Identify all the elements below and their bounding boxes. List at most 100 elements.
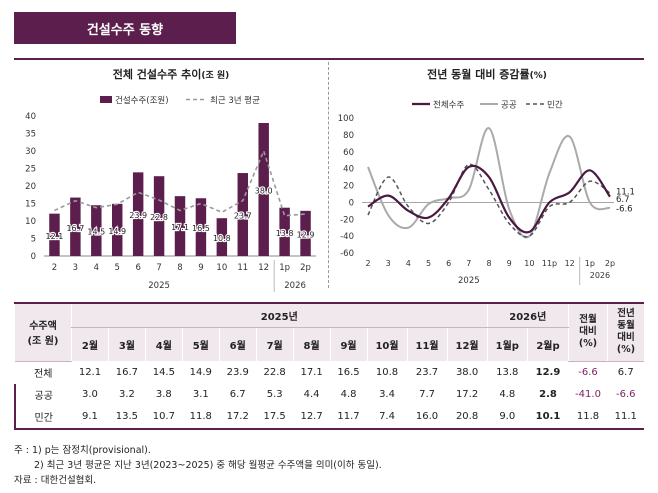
left-chart-title-unit: (조 원) xyxy=(201,71,230,81)
data-label: 14.5 xyxy=(87,228,105,237)
y-tick-label: 0 xyxy=(31,252,36,262)
mom-cell: -41.0 xyxy=(575,389,601,400)
data-label: 13.8 xyxy=(276,229,294,238)
data-label: 16.7 xyxy=(66,224,84,233)
data-label: 14.9 xyxy=(108,227,126,236)
x-tick-label: 12 xyxy=(258,263,269,273)
month-header: 12월 xyxy=(446,327,488,361)
table-cell: 10.1 xyxy=(527,405,569,430)
panel-divider xyxy=(328,62,329,288)
right-chart-title-unit: (%) xyxy=(529,71,547,81)
table-cell: 3.4 xyxy=(379,389,395,400)
year-2026-header: 2026년 xyxy=(486,304,569,328)
y-tick-label: 40 xyxy=(25,112,36,122)
data-label: 10.8 xyxy=(213,234,231,243)
month-header: 2월 xyxy=(71,327,109,361)
table-cell: 17.5 xyxy=(256,405,294,430)
data-label: 12.1 xyxy=(46,232,64,241)
y-tick-label: 35 xyxy=(25,130,36,140)
x-tick-label: 11 xyxy=(237,263,248,273)
legend-bar-swatch xyxy=(100,96,112,103)
data-label: 23.7 xyxy=(234,212,252,221)
bar xyxy=(132,172,144,256)
table-cell: 2.8 xyxy=(539,389,557,400)
table-cell: 7.4 xyxy=(367,405,408,430)
y-tick-label: 25 xyxy=(25,165,36,175)
end-value-label: 11.1 xyxy=(616,187,635,197)
bar xyxy=(70,197,81,256)
mom-cell: -6.6 xyxy=(578,367,598,378)
table-cell: 12.7 xyxy=(293,405,331,430)
row-label: 전체 xyxy=(34,369,53,380)
data-label: 22.8 xyxy=(150,213,168,222)
y-tick-label: -20 xyxy=(340,215,354,225)
table-header-row-1: 수주액 (조 원) 2025년 2026년 전월 대비 (%) 전년 동월 대비… xyxy=(15,304,644,362)
data-label: 16.5 xyxy=(192,224,210,233)
legend-public-label: 공공 xyxy=(501,101,517,111)
legend-bar-label: 건설수주(조원) xyxy=(115,95,169,106)
left-chart-title-main: 전체 건설수주 추이 xyxy=(112,68,202,81)
table-cell: 16.0 xyxy=(407,405,448,430)
row-label: 공공 xyxy=(14,383,72,406)
y-tick-label: 80 xyxy=(343,131,354,141)
month-header: 11월 xyxy=(406,327,448,361)
series-line-private xyxy=(367,163,611,238)
x-tick-label: 1p xyxy=(279,263,290,273)
yoy-header-1: 전년 xyxy=(617,308,635,320)
year-group-label: 2025 xyxy=(458,276,480,286)
table-cell: 9.0 xyxy=(487,405,528,430)
table-cell: 3.2 xyxy=(118,389,135,400)
table-cell: 14.5 xyxy=(152,366,175,378)
table-month-row: 2월 3월 4월 5월 6월 7월 8월 9월 10월 11월 12월 1월p 2월p xyxy=(15,327,644,361)
x-tick-label: 7 xyxy=(156,263,161,273)
table-cell: 7.7 xyxy=(419,389,435,400)
table-cell: 4.8 xyxy=(499,389,516,400)
bar xyxy=(237,173,248,256)
bar xyxy=(91,205,102,256)
note-3: 자료 : 대한건설협회. xyxy=(14,475,97,486)
table-cell: 6.7 xyxy=(229,389,246,400)
right-chart-title-main: 전년 동월 대비 증감률 xyxy=(427,68,530,81)
month-header: 1월p xyxy=(486,327,528,361)
table-body: 전체 12.1 16.7 14.5 14.9 23.9 22.8 17.1 16.5 10.8 23… xyxy=(14,361,644,430)
table-cell: 23.9 xyxy=(226,366,249,378)
yoy-header-2: 동월 xyxy=(617,320,635,332)
x-tick-label: 6 xyxy=(446,259,451,268)
left-chart-title: 전체 건설수주 추이(조 원) xyxy=(14,66,328,82)
x-tick-label: 10 xyxy=(524,259,534,268)
bar xyxy=(279,207,290,256)
bar-chart: 건설수주(조원) 최근 3년 평균051015202530354012.116.7… xyxy=(25,95,316,292)
bar xyxy=(258,123,269,256)
month-header: 10월 xyxy=(366,327,408,361)
table-row: 공공 3.0 3.2 3.8 3.1 6.7 5.3 4.4 4.8 3.4 7.7 17.2 4.8 2… xyxy=(14,383,644,406)
mom-header: 전월 대비 (%) xyxy=(568,304,608,362)
end-value-label: 6.7 xyxy=(616,195,630,205)
table-corner: 수주액 (조 원) xyxy=(15,304,72,362)
x-tick-label: 5 xyxy=(426,259,431,268)
yoy-cell: -6.6 xyxy=(615,389,636,400)
x-tick-label: 3 xyxy=(73,263,78,273)
table-cell: 14.9 xyxy=(189,366,212,378)
y-tick-label: -60 xyxy=(340,249,354,259)
x-tick-label: 1p xyxy=(585,259,595,268)
section-header: 건설수주 동향 xyxy=(14,12,236,44)
table-cell: 3.8 xyxy=(155,389,172,400)
table-cell: 10.8 xyxy=(375,366,399,378)
x-tick-label: 6 xyxy=(135,263,140,273)
year-group-label: 2026 xyxy=(590,271,610,280)
x-tick-label: 9 xyxy=(198,263,203,273)
x-tick-label: 4 xyxy=(94,263,99,273)
x-tick-label: 12 xyxy=(565,259,575,268)
table-cell: 12.1 xyxy=(78,366,102,378)
note-2: 2) 최근 3년 평균은 지난 3년(2023~2025) 중 해당 월평균 수… xyxy=(34,460,382,471)
x-tick-label: 2p xyxy=(605,259,615,268)
month-header: 8월 xyxy=(292,327,331,361)
table-cell: 16.5 xyxy=(337,366,360,378)
table-cell: 13.8 xyxy=(496,366,519,378)
table-row: 전체 12.1 16.7 14.5 14.9 23.9 22.8 17.1 16.5 10.8 23… xyxy=(15,361,644,384)
table-cell: 9.1 xyxy=(71,405,109,430)
corner-line-2: (조 원) xyxy=(27,336,59,348)
table-cell: 17.2 xyxy=(219,405,257,430)
mom-header-1: 전월 xyxy=(579,314,597,326)
x-tick-label: 4 xyxy=(406,259,411,268)
